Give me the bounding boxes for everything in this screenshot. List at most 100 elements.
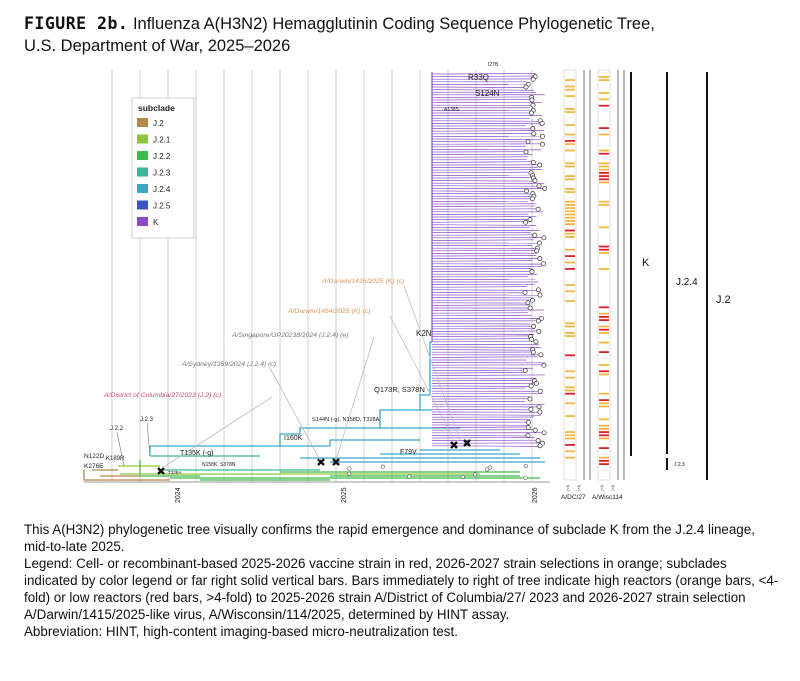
tip-marker (537, 292, 543, 298)
tip-marker (538, 352, 544, 358)
legend-swatch-j21 (137, 134, 148, 144)
tip-marker (541, 235, 547, 241)
x-marker-darwin1454 (450, 441, 458, 449)
reactor-bar-dc27 (565, 444, 575, 446)
reactor-bar-wisc114 (599, 316, 609, 318)
reactor-bar-wisc114 (599, 248, 609, 251)
tip-marker (533, 380, 539, 386)
k-clade-leaf (457, 216, 537, 218)
figure-caption: This A(H3N2) phylogenetic tree visually … (24, 521, 779, 640)
reactor-bar-dc27 (565, 88, 575, 91)
reactor-bar-dc27 (565, 434, 575, 437)
reactor-bar-dc27 (565, 213, 575, 216)
figure-label: FIGURE 2b. (24, 14, 129, 33)
k-clade-leaf (431, 304, 530, 306)
reactor-bar-wisc114 (599, 328, 609, 331)
k-clade-leaf (447, 255, 537, 257)
tip-marker (540, 261, 546, 267)
column-dc27 (563, 69, 577, 481)
reactor-bar-dc27 (565, 178, 575, 181)
reactor-bar-dc27 (565, 255, 575, 257)
reactor-bar-wisc114 (599, 168, 609, 171)
k-clade-leaf (452, 338, 532, 340)
tip-marker (535, 318, 541, 324)
tip-marker (535, 438, 541, 444)
mutation-i27b: I27B (488, 62, 499, 68)
tip-marker (533, 339, 539, 345)
reactor-bar-dc27 (565, 376, 575, 379)
x-marker-singapore (332, 458, 340, 466)
k-clade-leaf (444, 340, 536, 343)
reactor-bar-dc27 (565, 300, 575, 302)
k-clade-leaf (440, 429, 536, 431)
subclade-legend: subclade J.2 J.2.1 J.2.2 J.2.3 J.2.4 J.2.5 K (131, 97, 195, 239)
k-clade-leaf (452, 387, 526, 389)
k-clade-leaf (445, 73, 537, 75)
tip-markers (347, 74, 548, 480)
tip-marker (537, 162, 543, 168)
tip-marker (535, 287, 541, 293)
tip-marker (525, 300, 531, 306)
tip-marker (407, 474, 412, 479)
tip-marker (530, 349, 536, 355)
strain-label-sydney: A/Sydney/1359/2024 (J.2.4) (c) (181, 361, 276, 368)
k-clade-leaf (436, 86, 527, 88)
figure-title-line-2: U.S. Department of War, 2025–2026 (24, 36, 290, 56)
reactor-bar-dc27 (565, 402, 575, 405)
reactor-bar-dc27 (565, 223, 575, 225)
tip-marker (534, 248, 540, 254)
k-clade-leaf (441, 356, 538, 358)
legend-swatch-j23 (137, 167, 148, 177)
k-clade-leaf (459, 205, 536, 207)
branch-j2-b (100, 475, 170, 481)
reactor-bar-dc27 (565, 332, 575, 334)
tip-marker (528, 406, 534, 412)
tip-marker (527, 217, 533, 223)
bar-label-j2: J.2 (716, 294, 731, 306)
tip-marker (541, 430, 547, 436)
tip-marker (536, 404, 542, 410)
caption-abbreviation: Abbreviation: HINT, high-content imaging… (24, 624, 458, 639)
reactor-bar-dc27 (565, 149, 575, 152)
legend-swatch-k (137, 217, 148, 226)
k-clade-leaf (449, 260, 533, 262)
reactor-bar-dc27 (565, 229, 575, 232)
tip-marker (539, 120, 545, 126)
x-marker-darwin1415 (463, 439, 471, 447)
reactor-bar-dc27 (565, 248, 575, 251)
reactor-bar-wisc114 (599, 149, 609, 152)
tip-marker (529, 97, 535, 103)
k-clade-leaf (446, 177, 534, 179)
k-clade-leaf (449, 435, 528, 437)
tip-marker (525, 425, 531, 431)
k-clade-leaf (433, 426, 529, 428)
k-clade-leaf (432, 414, 541, 416)
reactor-bar-dc27 (565, 200, 575, 203)
branch-j24-tips (300, 449, 545, 463)
k-clade-leaf (433, 169, 543, 171)
reactor-bar-dc27 (565, 261, 575, 264)
x-marker-dc27 (157, 467, 165, 475)
reactor-bar-dc27 (565, 175, 575, 177)
tip-marker (537, 256, 543, 262)
k-clade-leaf (449, 286, 527, 288)
k-clade-leaf (434, 314, 532, 317)
reactor-bar-dc27 (565, 456, 575, 459)
mutation-s124n: S124N (475, 89, 500, 98)
tip-marker (529, 110, 534, 116)
bar-label-j24: J.2.4 (676, 277, 698, 288)
axis-tick-2026: 2026 (532, 487, 539, 503)
reactor-bar-wisc114 (599, 245, 609, 248)
reactor-bar-dc27 (565, 207, 575, 209)
caption-summary: This A(H3N2) phylogenetic tree visually … (24, 522, 755, 554)
branch-j22 (139, 460, 330, 481)
column-label-dc27: A/DC/27 (561, 494, 586, 501)
tip-marker (523, 84, 529, 90)
figure-title-line-1: FIGURE 2b. Influenza A(H3N2) Hemagglutin… (24, 14, 655, 34)
mutation-k276e: K276E (84, 463, 104, 470)
k-clade-leaf (445, 161, 534, 163)
reactor-bar-dc27 (565, 370, 575, 373)
reactor-bar-wisc114 (599, 312, 609, 315)
k-clade-leaf (439, 130, 545, 132)
tip-marker (531, 323, 537, 329)
